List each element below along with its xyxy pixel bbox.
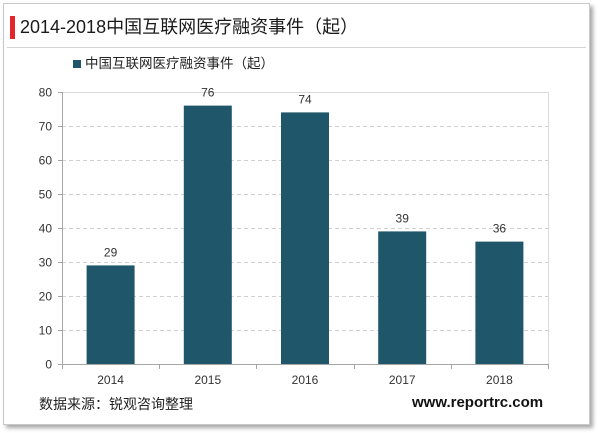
y-tick-label-80: 80 [39, 86, 53, 100]
y-tick-label-60: 60 [39, 154, 53, 168]
data-label-2015: 76 [201, 86, 215, 100]
bar-2018 [475, 241, 524, 364]
legend: 中国互联网医疗融资事件（起） [73, 55, 274, 73]
y-tick-label-30: 30 [39, 256, 53, 270]
bar-2017 [378, 231, 427, 364]
legend-label: 中国互联网医疗融资事件（起） [85, 56, 274, 71]
x-tick-label-2015: 2015 [194, 373, 221, 387]
data-label-2014: 29 [104, 245, 118, 259]
y-tick-label-20: 20 [39, 290, 53, 304]
title-divider [7, 47, 586, 48]
y-tick-label-70: 70 [39, 120, 53, 134]
title-accent-bar [10, 16, 15, 39]
chart-title: 2014-2018中国互联网医疗融资事件（起） [20, 17, 359, 37]
data-label-2018: 36 [493, 222, 507, 236]
data-label-2016: 74 [298, 92, 312, 106]
x-tick-label-2018: 2018 [486, 373, 513, 387]
y-tick-label-40: 40 [39, 222, 53, 236]
source-note: 数据来源：锐观咨询整理 [39, 396, 193, 412]
data-label-2017: 39 [396, 211, 410, 225]
y-tick-label-50: 50 [39, 188, 53, 202]
bar-2015 [183, 105, 232, 364]
website-url: www.reportrc.com [412, 394, 544, 411]
y-tick-label-10: 10 [39, 324, 53, 338]
bar-2014 [86, 265, 135, 364]
bar-2016 [281, 112, 329, 365]
y-tick-label-0: 0 [45, 358, 52, 372]
x-tick-label-2017: 2017 [389, 373, 416, 387]
legend-swatch [73, 60, 81, 68]
x-tick-label-2016: 2016 [292, 373, 319, 387]
x-tick-label-2014: 2014 [97, 373, 124, 387]
